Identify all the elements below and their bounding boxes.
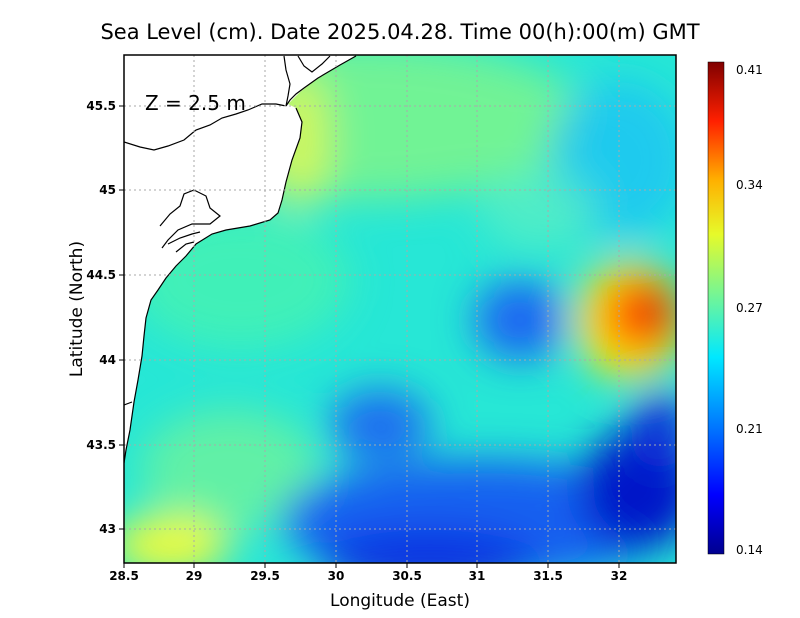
x-tick-label: 30.5: [392, 569, 422, 583]
y-tick-label: 45.5: [86, 99, 116, 113]
colorbar-tick-label: 0.14: [736, 543, 763, 557]
colorbar: 0.41 0.34 0.27 0.21 0.14: [707, 61, 763, 557]
x-tick-label: 32: [611, 569, 628, 583]
colorbar-tick-label: 0.27: [736, 301, 763, 315]
coastline: [124, 55, 357, 464]
colorbar-tick-label: 0.34: [736, 178, 763, 192]
y-tick-label: 44: [99, 353, 116, 367]
map-frame: [123, 54, 677, 564]
y-tick-label: 45: [99, 183, 116, 197]
depth-label: Z = 2.5 m: [145, 91, 246, 115]
map-area: Z = 2.5 m: [124, 55, 676, 563]
x-tick-label: 30: [328, 569, 345, 583]
x-tick-label: 31.5: [533, 569, 563, 583]
y-tick-label: 44.5: [86, 268, 116, 282]
x-tick-label: 31: [469, 569, 486, 583]
x-tick-label: 29: [186, 569, 203, 583]
map-title: Sea Level (cm). Date 2025.04.28. Time 00…: [100, 20, 699, 44]
y-axis: 43 43.5 44 44.5 45 45.5: [86, 99, 124, 536]
land-area: [124, 55, 356, 463]
gridlines: [124, 55, 676, 563]
colorbar-tick-label: 0.21: [736, 422, 763, 436]
y-axis-label: Latitude (North): [67, 241, 87, 377]
y-tick-label: 43: [99, 522, 116, 536]
x-axis: 28.5 29 29.5 30 30.5 31 31.5 32: [109, 563, 627, 583]
y-tick-label: 43.5: [86, 438, 116, 452]
x-tick-label: 29.5: [250, 569, 280, 583]
x-tick-label: 28.5: [109, 569, 139, 583]
colorbar-scale: [707, 61, 725, 555]
x-axis-label: Longitude (East): [330, 591, 470, 611]
colorbar-tick-label: 0.41: [736, 63, 763, 77]
